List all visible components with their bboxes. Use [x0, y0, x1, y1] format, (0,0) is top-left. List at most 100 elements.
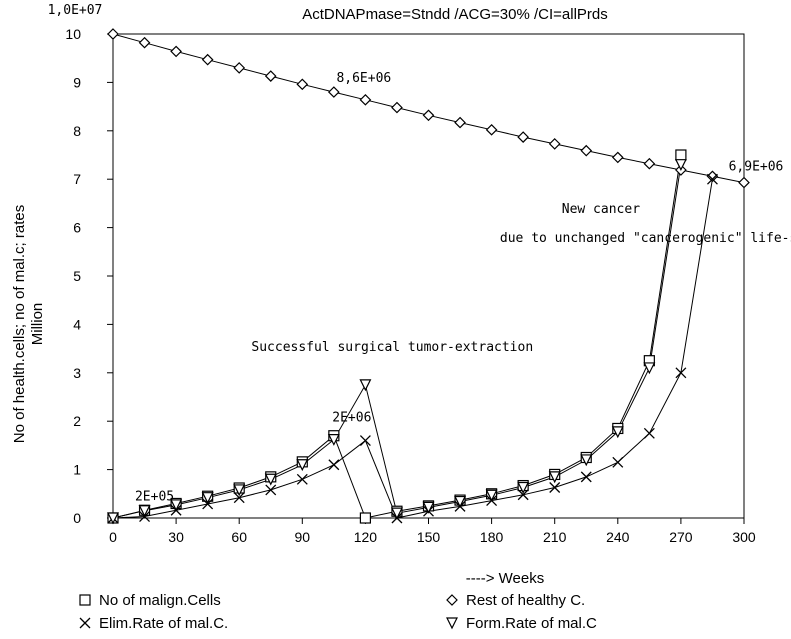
y-tick-label: 5	[73, 268, 81, 284]
data-point-triangle-down	[233, 484, 246, 497]
legend-marker-x	[79, 617, 91, 629]
data-point-diamond	[296, 78, 309, 91]
legend-label: Elim.Rate of mal.C.	[99, 615, 228, 632]
annotation: 6,9E+06	[729, 160, 784, 175]
data-point-diamond	[706, 170, 719, 183]
x-tick-label: 90	[295, 529, 311, 545]
legend-marker-square	[79, 594, 91, 606]
legend-marker-diamond	[446, 594, 458, 606]
data-point-triangle-down	[611, 426, 624, 439]
data-point-diamond	[107, 28, 119, 40]
y-axis-label-text: No of health.cells; no of mal.c; rates	[11, 205, 28, 443]
data-point-diamond	[233, 62, 246, 74]
legend: No of malign.Cells Rest of healthy C. Elim…	[79, 592, 597, 632]
x-tick-label: 300	[732, 529, 756, 545]
y-tick-label: 6	[73, 220, 81, 236]
data-point-triangle-down	[296, 459, 309, 472]
x-tick-label: 210	[543, 529, 567, 545]
annotation: 2E+06	[332, 411, 371, 426]
data-point-diamond	[359, 93, 372, 106]
data-point-triangle-down	[422, 501, 435, 514]
x-axis-label: ----> Weeks	[466, 570, 544, 587]
data-point-triangle-down	[580, 454, 593, 467]
series-markers	[107, 28, 750, 525]
data-point-x	[517, 489, 529, 501]
data-point-triangle-down	[107, 512, 119, 525]
y-tick-label: 0	[73, 510, 81, 526]
data-point-x	[706, 173, 718, 185]
data-point-triangle-down	[454, 495, 467, 508]
series-lines	[112, 33, 745, 519]
x-tick-label: 180	[480, 529, 504, 545]
x-tick-label: 30	[168, 529, 184, 545]
y-tick-label: 2	[73, 413, 81, 429]
y-tick-label: 1	[73, 462, 81, 478]
plot-frame	[112, 33, 745, 519]
x-tick-label: 120	[354, 529, 378, 545]
annotation: 2E+05	[135, 489, 174, 504]
data-point-triangle-down	[390, 507, 403, 520]
data-point-diamond	[580, 144, 593, 157]
data-point-triangle-down	[170, 499, 183, 512]
data-point-diamond	[738, 176, 750, 189]
data-point-x	[549, 482, 561, 493]
axis-ticks: 0 30 60 90 120 150 180 210 240 270 300 0 1 2 3 4 5 6 7 8 9 10	[65, 26, 755, 545]
data-point-diamond	[138, 36, 151, 49]
data-point-triangle-down	[201, 492, 214, 505]
legend-label: No of malign.Cells	[99, 592, 221, 609]
series-line-x	[112, 179, 713, 519]
data-point-x	[296, 473, 308, 485]
x-tick-label: 150	[417, 529, 441, 545]
data-point-x	[612, 456, 624, 468]
data-point-triangle-down	[548, 471, 561, 484]
data-point-diamond	[264, 70, 277, 82]
data-point-diamond	[422, 109, 435, 122]
x-tick-label: 240	[606, 529, 630, 545]
data-point-triangle-down	[264, 473, 277, 486]
data-point-diamond	[454, 116, 466, 129]
data-point-x	[265, 484, 277, 496]
annotation: Successful surgical tumor-extraction	[251, 340, 533, 355]
data-point-x	[359, 435, 371, 447]
annotation: New cancer	[562, 202, 640, 217]
y-tick-label: 3	[73, 365, 81, 381]
data-point-x	[233, 492, 245, 504]
data-point-diamond	[328, 86, 340, 98]
legend-label: Rest of healthy C.	[466, 592, 585, 609]
data-point-triangle-down	[327, 433, 340, 446]
data-point-triangle-down	[643, 362, 656, 375]
data-point-triangle-down	[485, 489, 498, 502]
data-point-x	[675, 367, 687, 379]
data-point-diamond	[517, 131, 529, 143]
legend-label: Form.Rate of mal.C	[466, 615, 597, 632]
y-tick-label: 9	[73, 74, 81, 90]
data-point-x	[643, 427, 655, 439]
data-point-diamond	[643, 157, 656, 170]
data-point-triangle-down	[359, 379, 372, 392]
data-point-diamond	[611, 151, 624, 164]
data-point-triangle-down	[138, 505, 151, 518]
x-tick-label: 0	[109, 529, 117, 545]
y-axis-unit-text: Million	[29, 303, 46, 346]
annotation: 8,6E+06	[336, 71, 391, 86]
x-tick-label: 60	[231, 529, 247, 545]
y-axis-label: No of health.cells; no of mal.c; rates	[11, 205, 28, 443]
annotation: due to unchanged "cancerogenic" life-sty…	[500, 231, 791, 246]
data-point-x	[328, 459, 340, 471]
y-tick-label: 7	[73, 171, 81, 187]
y-tick-label: 4	[73, 316, 81, 332]
chart-title: ActDNAPmase=Stndd /ACG=30% /CI=allPrds	[302, 6, 608, 23]
annotations: 1,0E+07 8,6E+06 6,9E+06 2E+05 2E+06 Successfu…	[48, 3, 791, 504]
data-point-triangle-down	[517, 481, 530, 494]
annotation: 1,0E+07	[48, 3, 103, 18]
y-tick-label: 8	[73, 123, 81, 139]
y-axis-label-unit: Million	[29, 303, 46, 346]
y-tick-label: 10	[65, 26, 81, 42]
data-point-x	[580, 471, 592, 483]
data-point-square	[359, 512, 371, 524]
data-point-diamond	[485, 123, 498, 136]
data-point-diamond	[170, 45, 182, 58]
legend-marker-triangle-down	[446, 617, 458, 630]
data-point-square	[675, 149, 687, 161]
